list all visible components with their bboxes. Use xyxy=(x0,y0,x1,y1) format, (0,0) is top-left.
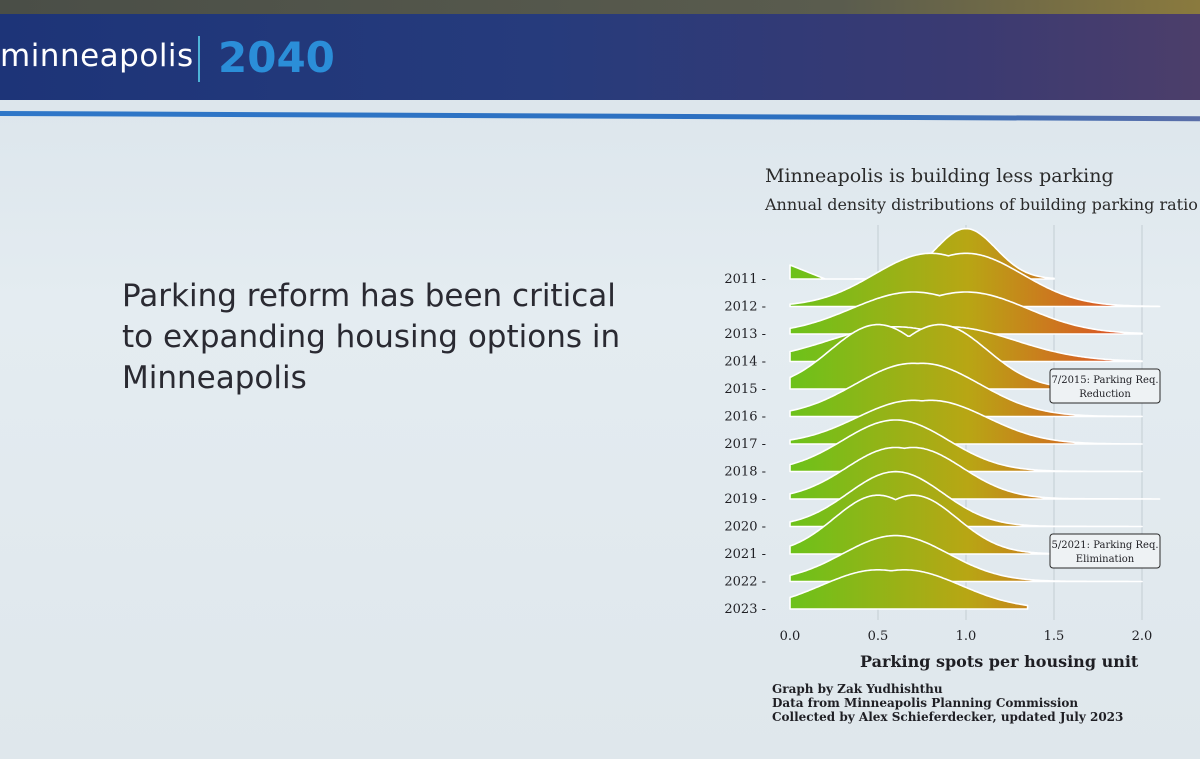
y-tick-label: 2015 - xyxy=(724,382,766,397)
y-tick-label: 2021 - xyxy=(724,547,766,562)
annotation-text: Elimination xyxy=(1076,554,1135,565)
top-strip xyxy=(0,0,1200,18)
ridge-2013 xyxy=(789,291,1143,335)
annotation-text: 5/2021: Parking Req. xyxy=(1051,540,1158,551)
annotations: 7/2015: Parking Req. Reduction 5/2021: Par… xyxy=(1049,368,1161,569)
y-axis-labels: 2011 - 2012 - 2013 - 2014 - 2015 - 2016 - 2017… xyxy=(724,272,766,617)
annotation-text: 7/2015: Parking Req. xyxy=(1051,375,1158,386)
y-tick-label: 2016 - xyxy=(724,410,766,425)
x-tick-label: 1.0 xyxy=(956,629,977,644)
ridge-2015 xyxy=(789,323,1055,390)
y-tick-label: 2011 - xyxy=(724,272,766,287)
annotation-2015: 7/2015: Parking Req. Reduction xyxy=(1049,368,1161,404)
brand-year: 2040 xyxy=(218,33,335,82)
y-tick-label: 2018 - xyxy=(724,465,766,480)
chart-title: Minneapolis is building less parking xyxy=(765,165,1114,187)
x-tick-label: 0.0 xyxy=(780,629,801,644)
y-tick-label: 2017 - xyxy=(724,437,766,452)
x-axis-title: Parking spots per housing unit xyxy=(860,652,1139,671)
y-tick-label: 2012 - xyxy=(724,300,766,315)
ridge-2012 xyxy=(789,252,1161,308)
y-tick-label: 2023 - xyxy=(724,602,766,617)
ridges xyxy=(789,227,1161,610)
y-tick-label: 2022 - xyxy=(724,575,766,590)
annotation-box xyxy=(1049,533,1161,569)
y-tick-label: 2013 - xyxy=(724,327,766,342)
y-tick-label: 2019 - xyxy=(724,492,766,507)
annotation-text: Reduction xyxy=(1079,389,1131,400)
annotation-box xyxy=(1049,368,1161,404)
credit-data: Data from Minneapolis Planning Commissio… xyxy=(772,696,1079,710)
y-tick-label: 2014 - xyxy=(724,355,766,370)
x-tick-label: 2.0 xyxy=(1132,629,1153,644)
ridge-2016 xyxy=(789,362,1143,418)
ridge-2023 xyxy=(789,569,1029,610)
chart-subtitle: Annual density distributions of building… xyxy=(764,195,1198,214)
x-tick-label: 1.5 xyxy=(1044,629,1065,644)
credit-graph: Graph by Zak Yudhishthu xyxy=(772,682,943,696)
brand-divider xyxy=(198,36,200,82)
header-bar xyxy=(0,14,1200,100)
annotation-2021: 5/2021: Parking Req. Elimination xyxy=(1049,533,1161,569)
brand-name: minneapolis xyxy=(0,38,194,74)
y-tick-label: 2020 - xyxy=(724,520,766,535)
credit-collected: Collected by Alex Schieferdecker, update… xyxy=(772,710,1124,724)
x-tick-label: 0.5 xyxy=(868,629,889,644)
slide-headline: Parking reform has been critical to expa… xyxy=(122,278,621,396)
x-axis-labels: 0.0 0.5 1.0 1.5 2.0 xyxy=(780,629,1153,644)
